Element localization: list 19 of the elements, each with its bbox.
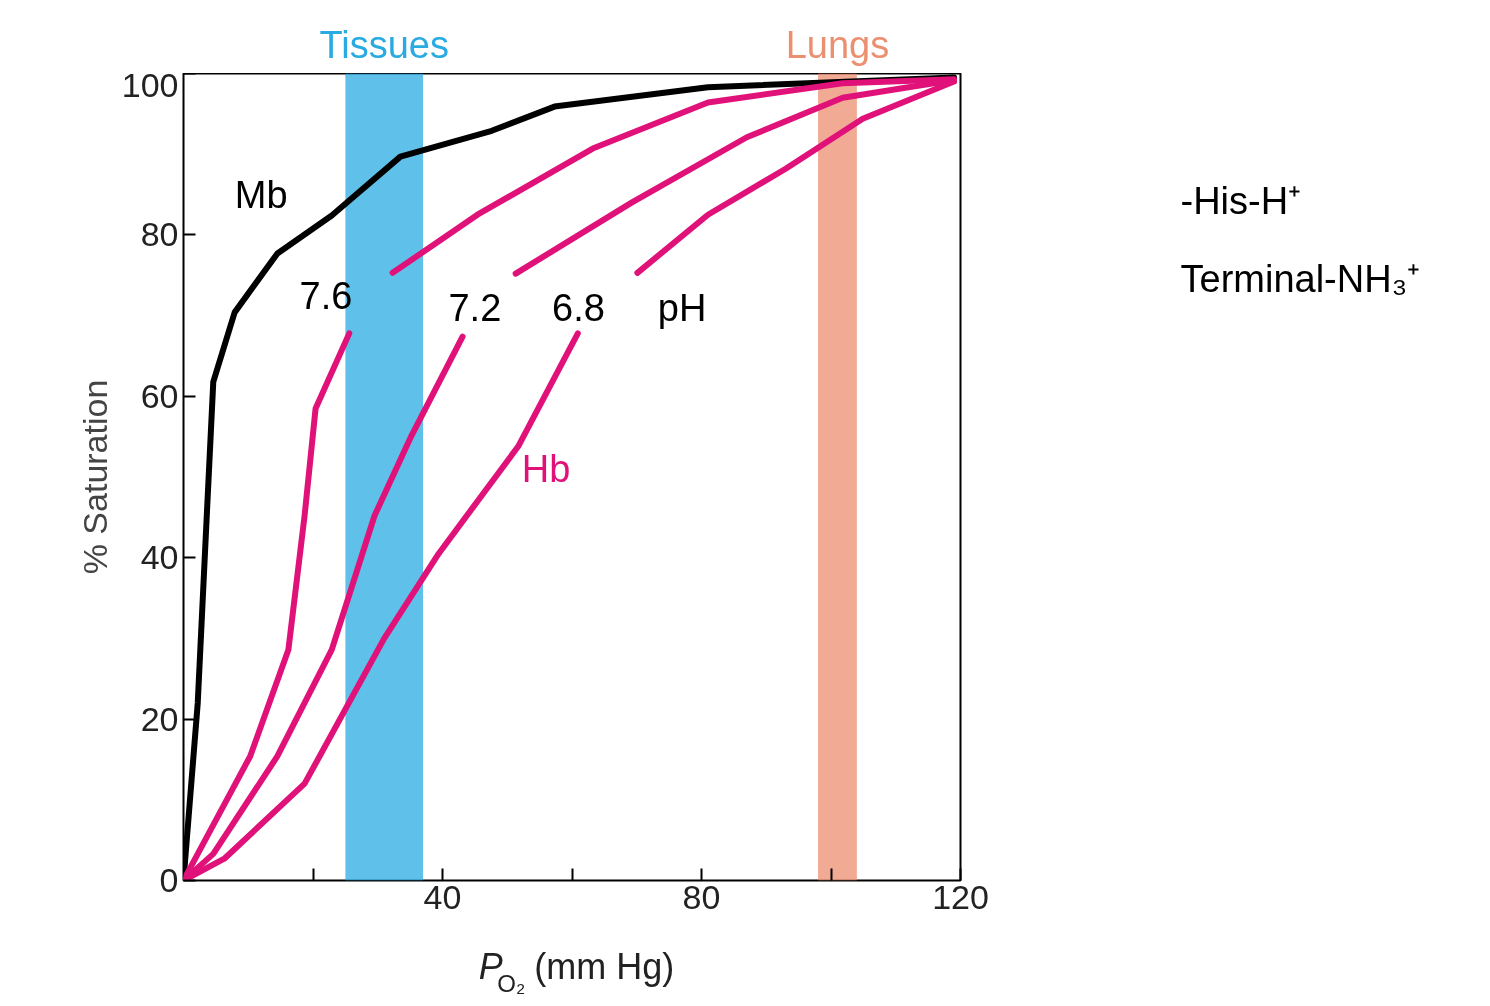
y-tick-label: 40 bbox=[140, 538, 179, 577]
y-axis-title: % Saturation bbox=[75, 379, 114, 575]
x-tick-label: 80 bbox=[682, 877, 721, 916]
band-label: Tissues bbox=[319, 24, 449, 67]
y-tick-label: 0 bbox=[159, 861, 179, 899]
text: -His-H⁺ bbox=[1180, 180, 1302, 223]
annotation: 7.2 bbox=[448, 287, 502, 330]
x-tick-label: 120 bbox=[932, 877, 989, 916]
y-tick-label: 80 bbox=[140, 215, 179, 254]
annotation: Mb bbox=[234, 173, 288, 216]
x-tick-label: 40 bbox=[423, 877, 462, 916]
band-label: Lungs bbox=[785, 24, 890, 67]
y-tick-label: 60 bbox=[140, 376, 179, 415]
annotation: Hb bbox=[521, 447, 571, 490]
annotation: 6.8 bbox=[552, 287, 605, 330]
text: Terminal-NH₃⁺ bbox=[1180, 258, 1421, 301]
annotation: pH bbox=[657, 286, 707, 329]
y-tick-label: 20 bbox=[140, 699, 179, 738]
y-tick-label: 100 bbox=[121, 65, 179, 104]
